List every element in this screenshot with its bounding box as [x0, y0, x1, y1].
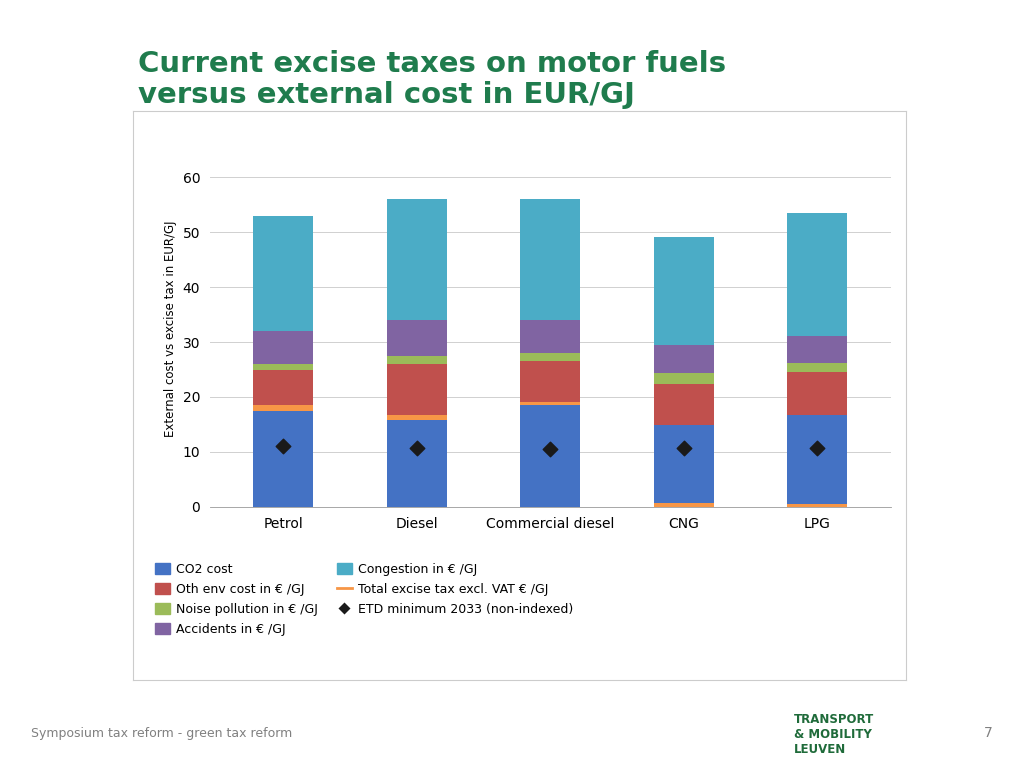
Bar: [654, 346, 714, 372]
Text: Current excise taxes on motor fuels: Current excise taxes on motor fuels: [138, 50, 726, 78]
Bar: [787, 415, 848, 504]
Point: [543, 443, 559, 455]
Bar: [253, 406, 313, 411]
Bar: [654, 503, 714, 507]
Text: & MOBILITY: & MOBILITY: [794, 728, 871, 741]
Bar: [654, 384, 714, 425]
Bar: [520, 353, 581, 361]
Bar: [253, 411, 313, 507]
Bar: [520, 406, 581, 507]
Point: [275, 440, 292, 452]
Bar: [253, 364, 313, 369]
Text: Symposium tax reform - green tax reform: Symposium tax reform - green tax reform: [31, 727, 292, 740]
Bar: [387, 356, 446, 364]
Text: 7: 7: [984, 727, 992, 740]
Bar: [253, 331, 313, 364]
Bar: [654, 372, 714, 384]
Bar: [787, 363, 848, 372]
Bar: [253, 216, 313, 331]
Legend: CO2 cost, Oth env cost in € /GJ, Noise pollution in € /GJ, Accidents in € /GJ, C: CO2 cost, Oth env cost in € /GJ, Noise p…: [155, 563, 573, 636]
Bar: [654, 425, 714, 503]
Point: [676, 442, 692, 454]
Bar: [787, 213, 848, 336]
Bar: [253, 369, 313, 406]
Bar: [654, 237, 714, 346]
Bar: [520, 320, 581, 353]
Y-axis label: External cost vs excise tax in EUR/GJ: External cost vs excise tax in EUR/GJ: [164, 220, 177, 436]
Bar: [520, 199, 581, 320]
Bar: [387, 320, 446, 356]
Bar: [787, 504, 848, 507]
Bar: [387, 364, 446, 415]
Text: LEUVEN: LEUVEN: [794, 743, 846, 756]
Bar: [787, 372, 848, 415]
Bar: [520, 402, 581, 406]
Point: [809, 442, 825, 454]
Bar: [387, 199, 446, 320]
Text: versus external cost in EUR/GJ: versus external cost in EUR/GJ: [138, 81, 635, 108]
Bar: [387, 415, 446, 420]
Bar: [387, 420, 446, 507]
Text: TRANSPORT: TRANSPORT: [794, 713, 873, 726]
Bar: [520, 361, 581, 402]
Bar: [787, 336, 848, 363]
Point: [409, 442, 425, 454]
